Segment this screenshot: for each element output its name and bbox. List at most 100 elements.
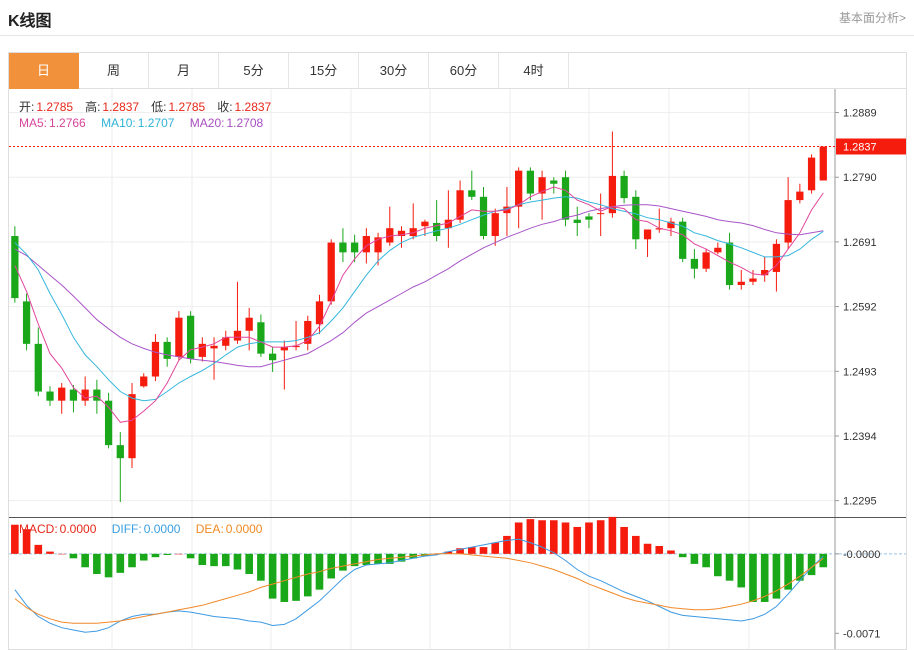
candle-body bbox=[761, 270, 769, 276]
tab-month[interactable]: 月 bbox=[149, 53, 219, 89]
candle bbox=[667, 217, 675, 237]
candle-body bbox=[526, 170, 535, 194]
price-tick-label: 1.2790 bbox=[843, 172, 877, 184]
candle bbox=[620, 170, 628, 204]
candle-body bbox=[679, 221, 687, 259]
candle-body bbox=[257, 322, 265, 354]
macd-bar bbox=[632, 535, 640, 554]
candle bbox=[116, 432, 124, 502]
candle-body bbox=[339, 242, 347, 253]
page-header: K线图 基本面分析> bbox=[0, 0, 914, 36]
candle bbox=[761, 256, 769, 282]
candle bbox=[22, 293, 31, 351]
candle-body bbox=[819, 146, 827, 181]
current-price-tag bbox=[836, 138, 906, 155]
candle bbox=[46, 386, 54, 406]
candle bbox=[573, 206, 581, 237]
high-value: 1.2837 bbox=[102, 100, 140, 114]
macd-bar bbox=[22, 529, 31, 554]
candle-body bbox=[632, 196, 640, 240]
candle-body bbox=[397, 230, 406, 237]
macd-bar bbox=[550, 520, 558, 554]
tab-4hour[interactable]: 4时 bbox=[499, 53, 569, 89]
candle-body bbox=[327, 242, 335, 302]
macd-bar bbox=[385, 553, 394, 564]
macd-bar bbox=[491, 542, 500, 554]
ma10-label: MA10: bbox=[101, 116, 136, 130]
candle-body bbox=[104, 400, 113, 446]
price-tick-label: 1.2394 bbox=[843, 431, 877, 443]
tab-30min[interactable]: 30分 bbox=[359, 53, 429, 89]
candle-body bbox=[433, 222, 441, 237]
diff-label: DIFF: bbox=[111, 522, 142, 536]
candle bbox=[784, 177, 792, 250]
candle-body bbox=[456, 190, 464, 220]
candle-body bbox=[116, 445, 124, 459]
macd-bar bbox=[667, 550, 675, 554]
candle-body bbox=[268, 353, 277, 361]
candle bbox=[538, 170, 546, 220]
candlestick-chart[interactable]: 1.2889 1.2790 1.2691 1.2592 1.2493 1.2394 1.22… bbox=[9, 53, 906, 649]
candle-body bbox=[198, 343, 206, 357]
close-label: 收: bbox=[217, 100, 233, 114]
candle-body bbox=[702, 252, 710, 269]
candle-body bbox=[11, 236, 19, 299]
candle bbox=[585, 213, 593, 229]
ohlc-info: 开: 1.2785 高: 1.2837 低: 1.2785 收: 1.2837 bbox=[19, 98, 273, 115]
candle-body bbox=[186, 315, 195, 359]
candle-body bbox=[350, 242, 359, 253]
candle bbox=[186, 311, 195, 364]
macd-bar bbox=[163, 553, 171, 555]
fundamental-analysis-link[interactable]: 基本面分析> bbox=[838, 11, 906, 25]
candle-body bbox=[46, 391, 54, 401]
macd-bar bbox=[643, 543, 652, 554]
candle bbox=[725, 232, 734, 290]
macd-bar bbox=[233, 553, 242, 570]
candle bbox=[807, 154, 816, 194]
candle bbox=[257, 314, 265, 357]
ma20-line bbox=[14, 204, 824, 368]
macd-bar bbox=[327, 553, 336, 579]
tab-week[interactable]: 周 bbox=[79, 53, 149, 89]
candle-body bbox=[561, 177, 570, 220]
candle bbox=[737, 270, 745, 290]
ma10-value: 1.2707 bbox=[137, 116, 175, 130]
candle-body bbox=[491, 213, 499, 237]
tab-15min[interactable]: 15分 bbox=[289, 53, 359, 89]
macd-bar bbox=[81, 553, 89, 568]
ma20-label: MA20: bbox=[189, 116, 225, 130]
candle bbox=[58, 383, 66, 414]
macd-value: 0.0000 bbox=[59, 522, 97, 536]
candle-body bbox=[468, 190, 476, 197]
candle-body bbox=[620, 175, 628, 199]
price-tick-label: 1.2295 bbox=[843, 496, 877, 508]
candle bbox=[222, 330, 230, 351]
candle bbox=[397, 226, 406, 248]
macd-bar bbox=[749, 553, 757, 602]
candle-body bbox=[140, 376, 148, 387]
macd-bar bbox=[339, 553, 347, 571]
page-title: K线图 bbox=[8, 13, 52, 30]
candle bbox=[433, 200, 441, 242]
candle bbox=[280, 340, 288, 390]
candle-body bbox=[81, 389, 89, 401]
macd-bar bbox=[245, 553, 253, 574]
candle-body bbox=[93, 389, 101, 401]
tab-5min[interactable]: 5分 bbox=[219, 53, 289, 89]
macd-bar bbox=[444, 551, 453, 554]
candle-body bbox=[714, 247, 722, 253]
candle-body bbox=[538, 177, 546, 194]
macd-bar bbox=[514, 522, 523, 554]
candle bbox=[210, 337, 218, 380]
tab-day[interactable]: 日 bbox=[9, 53, 79, 89]
candle bbox=[526, 167, 535, 201]
candle bbox=[515, 167, 523, 229]
candle-body bbox=[409, 228, 417, 237]
open-value: 1.2785 bbox=[36, 100, 74, 114]
macd-bar bbox=[139, 553, 148, 561]
tab-60min[interactable]: 60分 bbox=[429, 53, 499, 89]
macd-bar bbox=[280, 553, 289, 602]
macd-bar bbox=[596, 520, 605, 554]
dea-value: 0.0000 bbox=[225, 522, 263, 536]
candle bbox=[749, 270, 757, 286]
